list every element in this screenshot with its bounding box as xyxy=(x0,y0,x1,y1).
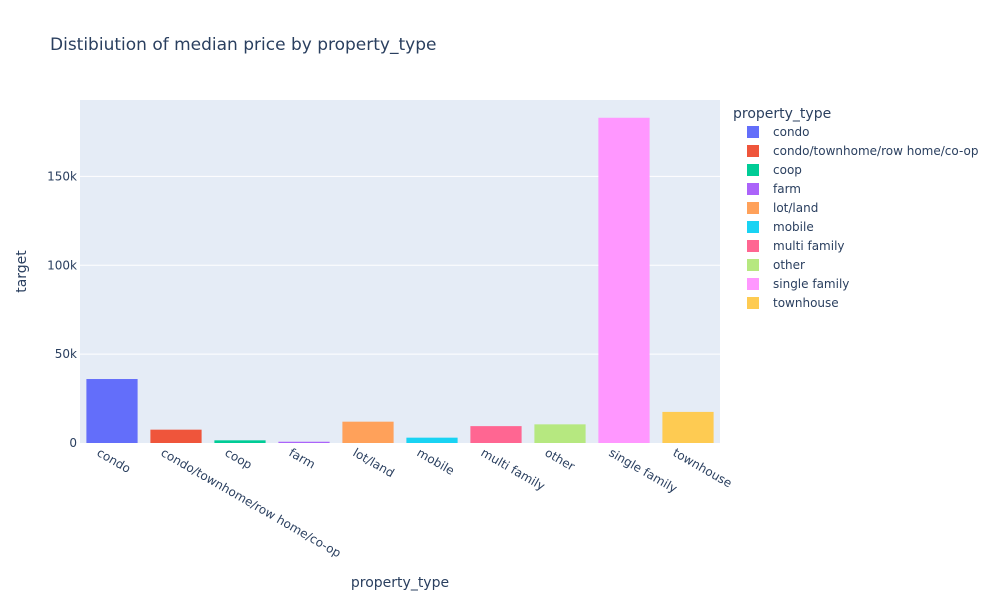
bar-coop[interactable] xyxy=(214,440,265,443)
bar-other[interactable] xyxy=(534,424,585,443)
x-tick-label: single family xyxy=(607,445,680,495)
legend-swatch[interactable] xyxy=(747,145,759,157)
legend-swatch[interactable] xyxy=(747,126,759,138)
bar-single-family[interactable] xyxy=(598,118,649,443)
x-tick-label: mobile xyxy=(415,445,457,477)
x-tick-label: other xyxy=(543,445,578,473)
legend-swatch[interactable] xyxy=(747,297,759,309)
legend-title: property_type xyxy=(733,106,831,122)
legend-label[interactable]: condo/townhome/row home/co-op xyxy=(773,144,978,158)
legend-label[interactable]: townhouse xyxy=(773,296,839,310)
legend: property_type condo condo/townhome/row ho… xyxy=(733,106,978,310)
x-tick-label: coop xyxy=(223,445,255,472)
y-tick-label: 100k xyxy=(47,258,77,272)
legend-swatch[interactable] xyxy=(747,259,759,271)
legend-label[interactable]: farm xyxy=(773,182,801,196)
x-tick-label: farm xyxy=(287,445,318,471)
legend-swatch[interactable] xyxy=(747,202,759,214)
y-axis-title: target xyxy=(14,250,30,293)
legend-label[interactable]: multi family xyxy=(773,239,845,253)
legend-label[interactable]: coop xyxy=(773,163,802,177)
x-tick-label: condo xyxy=(95,445,134,475)
bar-condo-townhome-row-home-co-op[interactable] xyxy=(150,430,201,443)
legend-swatch[interactable] xyxy=(747,164,759,176)
legend-swatch[interactable] xyxy=(747,183,759,195)
x-tick-label: townhouse xyxy=(671,445,735,490)
legend-swatch[interactable] xyxy=(747,278,759,290)
legend-swatch[interactable] xyxy=(747,221,759,233)
legend-label[interactable]: lot/land xyxy=(773,201,818,215)
bar-condo[interactable] xyxy=(86,379,137,443)
bar-multi-family[interactable] xyxy=(470,426,521,443)
legend-label[interactable]: mobile xyxy=(773,220,814,234)
legend-swatch[interactable] xyxy=(747,240,759,252)
bar-townhouse[interactable] xyxy=(662,412,713,443)
x-tick-label: lot/land xyxy=(351,445,397,480)
y-tick-label: 50k xyxy=(55,347,77,361)
y-tick-label: 0 xyxy=(69,436,77,450)
bar-farm[interactable] xyxy=(278,442,329,443)
chart-title: Distibiution of median price by property… xyxy=(50,35,436,55)
bar-lot-land[interactable] xyxy=(342,422,393,443)
legend-label[interactable]: single family xyxy=(773,277,849,291)
legend-label[interactable]: condo xyxy=(773,125,810,139)
legend-label[interactable]: other xyxy=(773,258,805,272)
bar-mobile[interactable] xyxy=(406,438,457,443)
y-axis-ticks: 0 50k 100k 150k xyxy=(47,169,77,450)
x-axis-title: property_type xyxy=(351,575,449,591)
x-tick-label: multi family xyxy=(479,445,548,493)
y-tick-label: 150k xyxy=(47,169,77,183)
